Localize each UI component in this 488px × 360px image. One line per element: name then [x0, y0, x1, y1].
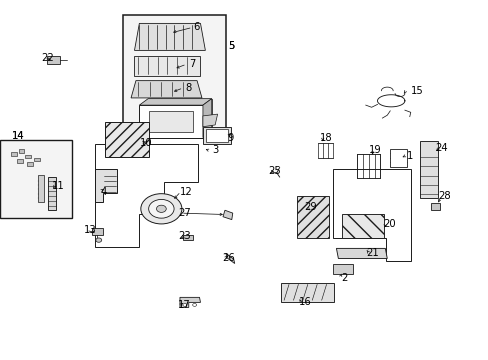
Polygon shape	[180, 297, 200, 307]
Polygon shape	[336, 248, 386, 258]
Text: 26: 26	[222, 253, 235, 264]
Bar	[0, 140, 72, 218]
Text: 10: 10	[139, 138, 152, 148]
Polygon shape	[134, 23, 205, 50]
Bar	[38, 175, 44, 202]
Polygon shape	[134, 56, 200, 76]
Bar	[123, 15, 225, 138]
Polygon shape	[95, 144, 198, 247]
Polygon shape	[139, 105, 203, 138]
Polygon shape	[225, 253, 234, 264]
Text: 2: 2	[340, 273, 347, 283]
Bar	[430, 203, 439, 210]
Circle shape	[148, 199, 174, 218]
Bar	[34, 158, 40, 161]
Bar	[27, 162, 33, 166]
Text: 14: 14	[12, 131, 25, 141]
Bar	[19, 149, 24, 153]
Text: 3: 3	[212, 145, 218, 156]
Text: 29: 29	[304, 202, 317, 212]
Text: 15: 15	[410, 86, 423, 96]
Polygon shape	[131, 81, 202, 98]
Polygon shape	[332, 169, 410, 261]
Text: 21: 21	[366, 248, 378, 258]
Bar	[389, 149, 406, 167]
Text: 24: 24	[435, 143, 447, 153]
Bar	[332, 264, 352, 274]
Circle shape	[183, 303, 186, 306]
Bar	[419, 141, 437, 198]
Polygon shape	[203, 99, 211, 138]
Text: 9: 9	[227, 132, 234, 143]
Bar	[297, 196, 328, 238]
Bar	[48, 177, 56, 210]
Text: 25: 25	[268, 166, 281, 176]
Polygon shape	[148, 99, 211, 131]
Polygon shape	[139, 99, 211, 105]
Bar	[149, 111, 193, 132]
Text: 1: 1	[406, 150, 412, 161]
Text: 22: 22	[41, 53, 54, 63]
Bar	[92, 228, 102, 235]
Text: 13: 13	[83, 225, 96, 235]
Text: 5: 5	[228, 41, 235, 51]
Text: 23: 23	[178, 231, 191, 241]
Text: 20: 20	[382, 219, 395, 229]
Bar	[47, 56, 60, 64]
Polygon shape	[223, 210, 232, 220]
Text: 4: 4	[101, 186, 106, 197]
Circle shape	[156, 205, 166, 212]
Text: 7: 7	[189, 59, 196, 69]
Circle shape	[192, 303, 196, 306]
Text: 27: 27	[178, 208, 191, 218]
Circle shape	[141, 194, 182, 224]
Bar	[342, 214, 383, 238]
Text: 18: 18	[320, 132, 332, 143]
Polygon shape	[203, 114, 217, 127]
Text: 6: 6	[193, 22, 200, 32]
Bar	[11, 152, 17, 156]
Text: 17: 17	[177, 300, 190, 310]
Text: 28: 28	[438, 191, 450, 201]
Bar	[105, 122, 149, 157]
Text: 12: 12	[179, 186, 192, 197]
Bar	[17, 159, 23, 163]
Bar	[203, 127, 231, 144]
Text: 14: 14	[12, 131, 25, 141]
Polygon shape	[95, 169, 117, 202]
Bar	[205, 129, 228, 142]
Bar	[183, 235, 192, 240]
Text: 8: 8	[185, 83, 191, 93]
Text: 19: 19	[368, 145, 381, 156]
Bar	[25, 155, 31, 158]
Text: 5: 5	[228, 41, 235, 51]
Bar	[281, 283, 333, 302]
Circle shape	[96, 238, 102, 242]
Text: 16: 16	[298, 297, 311, 307]
Text: 11: 11	[52, 181, 65, 191]
